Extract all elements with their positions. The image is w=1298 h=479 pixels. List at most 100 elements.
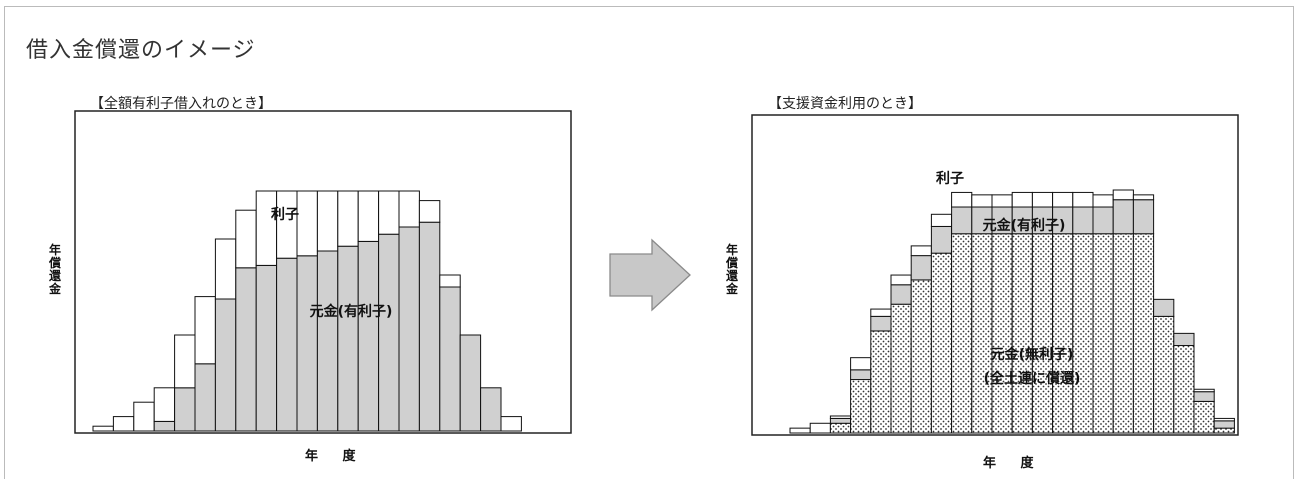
label-principal-interest-free: 元金(無利子) [991, 346, 1074, 363]
bar-interest-9 [951, 191, 973, 208]
bar-interest-2 [112, 416, 135, 432]
bar-principal-0-7 [910, 279, 932, 434]
bar-principal-0-22 [1213, 427, 1235, 434]
bar-interest-16 [1092, 194, 1114, 208]
label-principal-interest-bearing: 元金(有利子) [310, 303, 393, 320]
bar-principal-0-14 [357, 240, 380, 432]
bar-interest-13 [1031, 191, 1054, 208]
right-arrow-icon [609, 238, 691, 312]
bar-principal-0-15 [1072, 233, 1094, 434]
bar-interest-12 [1011, 191, 1033, 208]
label-interest: 利子 [271, 206, 299, 223]
bar-interest-5 [870, 308, 892, 317]
bar-principal-0-11 [991, 233, 1013, 434]
bar-principal-0-19 [1153, 315, 1175, 434]
bar-principal-0-13 [1031, 233, 1054, 434]
label-principal-interest-bearing: 元金(有利子) [983, 217, 1066, 234]
bar-principal-0-6 [194, 363, 216, 432]
bar-interest-15 [1072, 191, 1094, 208]
bar-interest-4 [850, 357, 872, 371]
bar-principal-0-20 [1173, 345, 1195, 434]
label-interest: 利子 [936, 170, 964, 187]
bar-principal-1-5 [870, 315, 892, 332]
bar-interest-6 [194, 296, 216, 365]
bar-principal-1-4 [850, 369, 872, 381]
page-title: 借入金償還のイメージ [26, 38, 256, 63]
bar-interest-1 [92, 425, 114, 432]
bar-interest-3 [829, 415, 852, 419]
bar-interest-3 [133, 401, 155, 432]
bar-principal-1-8 [930, 225, 953, 254]
bar-principal-0-18 [1132, 233, 1155, 434]
bar-principal-0-5 [870, 330, 892, 434]
bar-interest-8 [930, 213, 953, 227]
bar-interest-6 [890, 274, 912, 286]
bar-principal-0-4 [153, 420, 176, 432]
bar-principal-0-21 [1193, 400, 1215, 434]
bar-principal-1-6 [890, 284, 912, 305]
bar-interest-11 [991, 194, 1013, 208]
bar-principal-1-22 [1213, 420, 1235, 429]
left-y-axis-label: 年償還金 [48, 243, 61, 296]
bar-interest-7 [214, 238, 237, 300]
bar-principal-1-7 [910, 255, 932, 281]
bar-principal-0-15 [378, 233, 400, 432]
bar-principal-0-18 [439, 286, 461, 432]
bar-interest-12 [316, 190, 339, 252]
bar-interest-16 [398, 190, 420, 228]
bar-interest-10 [276, 190, 298, 259]
bar-interest-15 [378, 190, 400, 235]
bar-principal-0-8 [930, 252, 953, 434]
bar-principal-1-3 [829, 417, 852, 424]
bar-principal-0-17 [418, 221, 441, 432]
bar-interest-7 [910, 245, 932, 257]
bar-principal-0-17 [1112, 233, 1134, 434]
bar-principal-0-20 [480, 387, 502, 432]
bar-interest-2 [809, 422, 831, 434]
left-chart-title: 【全額有利子借入れのとき】 [90, 96, 272, 112]
bar-principal-1-16 [1092, 206, 1114, 235]
left-x-axis-label: 年 度 [305, 449, 366, 464]
bar-principal-1-17 [1112, 199, 1134, 235]
bar-principal-0-16 [398, 226, 420, 432]
right-chart-title: 【支援資金利用のとき】 [768, 96, 922, 112]
bar-principal-0-7 [214, 298, 237, 432]
bar-principal-0-16 [1092, 233, 1114, 434]
bar-interest-21 [500, 416, 522, 432]
bar-interest-8 [235, 209, 257, 269]
bar-principal-1-15 [1072, 206, 1094, 235]
bar-principal-0-5 [174, 387, 196, 432]
bar-interest-14 [1052, 191, 1074, 208]
bar-principal-1-19 [1153, 298, 1175, 317]
bar-interest-10 [971, 194, 993, 208]
bar-principal-1-18 [1132, 199, 1155, 235]
bar-interest-21 [1193, 388, 1215, 393]
bar-principal-0-19 [459, 334, 482, 432]
bar-principal-0-3 [829, 422, 852, 434]
bar-interest-17 [1112, 189, 1134, 201]
bar-interest-4 [153, 387, 176, 422]
bar-principal-0-10 [276, 257, 298, 432]
right-x-axis-label: 年 度 [983, 456, 1044, 471]
bar-principal-1-20 [1173, 332, 1195, 347]
bar-principal-1-21 [1193, 391, 1215, 402]
bar-principal-0-12 [1011, 233, 1033, 434]
bar-principal-0-12 [316, 250, 339, 432]
bar-interest-14 [357, 190, 380, 242]
bar-principal-0-13 [337, 245, 359, 432]
bar-principal-0-8 [235, 267, 257, 432]
bar-interest-1 [789, 427, 811, 434]
bar-interest-22 [1213, 417, 1235, 422]
bar-interest-11 [296, 190, 318, 257]
bar-principal-0-9 [951, 233, 973, 434]
bar-principal-0-10 [971, 233, 993, 434]
right-y-axis-label: 年償還金 [725, 243, 738, 296]
bar-interest-9 [255, 190, 278, 266]
bar-interest-17 [418, 200, 441, 223]
label-repay-to-zendoren: (全土連に償還) [984, 370, 1081, 387]
bar-principal-0-14 [1052, 233, 1074, 434]
bar-principal-0-4 [850, 379, 872, 434]
bar-principal-0-9 [255, 264, 278, 432]
